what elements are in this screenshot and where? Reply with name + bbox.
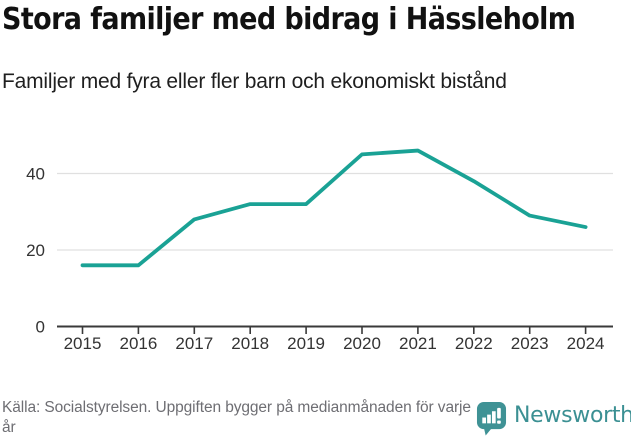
x-tick-label: 2015 <box>64 334 102 353</box>
x-tick-label: 2024 <box>567 334 605 353</box>
x-tick-label: 2018 <box>231 334 269 353</box>
page-title: Stora familjer med bidrag i Hässleholm <box>2 2 576 37</box>
x-tick-label: 2023 <box>511 334 549 353</box>
y-tick-label: 40 <box>26 165 45 184</box>
x-tick-label: 2022 <box>455 334 493 353</box>
page-subtitle: Familjer med fyra eller fler barn och ek… <box>2 70 507 93</box>
bar-chart-speech-bubble-icon <box>476 401 507 435</box>
x-tick-label: 2021 <box>399 334 437 353</box>
brand-wordmark: Newsworthy <box>514 402 631 428</box>
y-tick-label: 0 <box>36 318 45 337</box>
x-tick-label: 2016 <box>119 334 157 353</box>
x-tick-label: 2020 <box>343 334 381 353</box>
data-series-line <box>80 148 588 268</box>
line-chart: 2015 2016 2017 2018 2019 2020 2021 2022 2023 2024… <box>26 148 613 353</box>
x-tick-label: 2019 <box>287 334 325 353</box>
source-note: Källa: Socialstyrelsen. Uppgiften bygger… <box>2 399 471 436</box>
y-tick-label: 20 <box>26 241 45 260</box>
x-tick-label: 2017 <box>175 334 213 353</box>
newsworthy-brand: Newsworthy <box>476 400 631 436</box>
